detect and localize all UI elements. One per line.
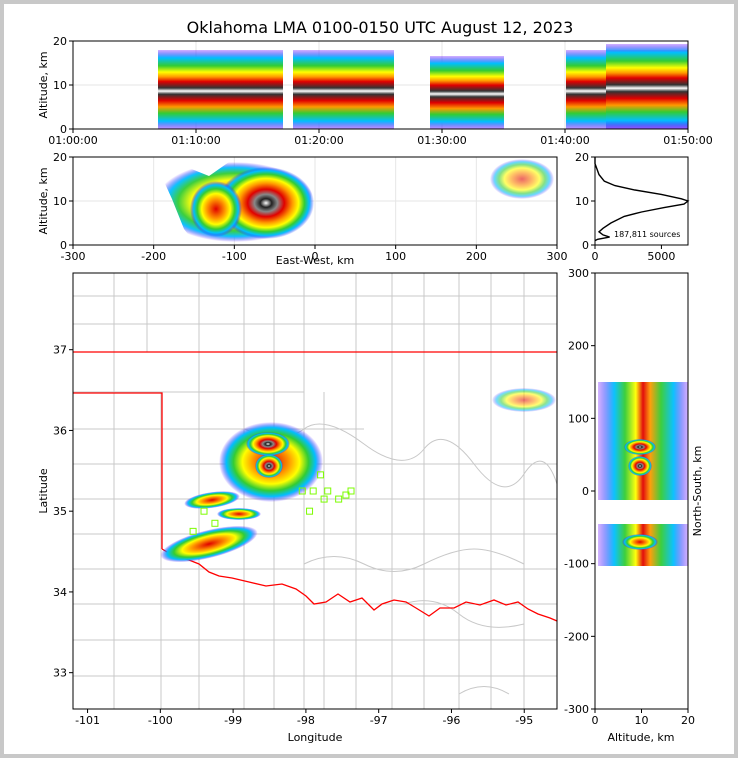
ew-y-tick-label: 20 (53, 151, 67, 164)
map-storm-east (492, 388, 556, 412)
east-west-panel: -300 -200 -100 0 100 200 300 0 10 20 East-West, k… (37, 151, 568, 267)
ns-y-tick-label: -200 (564, 630, 589, 643)
time-activity-2 (293, 50, 394, 129)
histogram-panel: 0 5000 0 10 20 187,811 sources (575, 151, 690, 263)
map-storm-line-2 (217, 508, 261, 520)
ew-x-tick-label: 200 (466, 250, 487, 263)
map-y-tick-label: 36 (53, 424, 67, 437)
ew-y-tick-label: 0 (60, 239, 67, 252)
ns-y-tick-label: 300 (568, 267, 589, 280)
sensor-station (200, 507, 208, 515)
ns-y-tick-label: 0 (582, 485, 589, 498)
ew-x-tick-label: 0 (312, 250, 319, 263)
time-x-tick-label: 01:00:00 (48, 134, 97, 147)
time-ylabel: Altitude, km (37, 51, 50, 118)
ns-core-south (622, 534, 658, 550)
time-activity-1 (158, 50, 283, 129)
ew-x-tick-label: -200 (141, 250, 166, 263)
sensor-station (309, 487, 317, 495)
histogram-line (594, 157, 690, 242)
time-activity-4b (606, 44, 688, 129)
ew-x-tick-label: -300 (61, 250, 86, 263)
red-river-border (161, 548, 557, 622)
ew-xlabel: East-West, km (276, 254, 354, 267)
hist-y-tick-label: 20 (575, 151, 589, 164)
source-count-annotation: 187,811 sources (614, 230, 680, 239)
sensor-station (335, 495, 343, 503)
time-y-tick-label: 20 (53, 35, 67, 48)
ew-y-tick-label: 10 (53, 195, 67, 208)
ew-x-tick-label: 100 (385, 250, 406, 263)
figure-frame: Oklahoma LMA 0100-0150 UTC August 12, 20… (4, 4, 734, 754)
panhandle-border (73, 392, 163, 549)
map-x-tick-label: -96 (442, 714, 460, 727)
map-storm-core-north (246, 432, 290, 456)
time-x-tick-label: 01:50:00 (663, 134, 712, 147)
time-panel: 01:00:00 01:10:00 01:20:00 01:30:00 01:40:00… (37, 35, 713, 147)
sensor-station (342, 491, 350, 499)
map-xlabel: Longitude (288, 731, 343, 744)
ns-core-lower (628, 456, 652, 476)
ns-x-tick-label: 10 (635, 714, 649, 727)
sensor-station (298, 487, 306, 495)
ns-xlabel: Altitude, km (607, 731, 674, 744)
time-x-tick-label: 01:20:00 (294, 134, 343, 147)
map-panel: -101 -100 -99 -98 -97 -96 -95 33 34 35 36 37 Longit… (37, 272, 558, 744)
map-x-tick-label: -99 (224, 714, 242, 727)
chart-title: Oklahoma LMA 0100-0150 UTC August 12, 20… (187, 18, 574, 37)
ew-east-cluster (490, 159, 554, 199)
ns-x-tick-label: 0 (592, 714, 599, 727)
sensor-station-markers (189, 471, 355, 535)
map-x-tick-label: -97 (370, 714, 388, 727)
map-y-tick-label: 37 (53, 344, 67, 357)
map-x-tick-label: -100 (148, 714, 173, 727)
sensor-station (306, 507, 314, 515)
ns-x-tick-label: 20 (681, 714, 695, 727)
time-y-tick-label: 10 (53, 79, 67, 92)
map-x-tick-label: -95 (515, 714, 533, 727)
sensor-station (347, 487, 355, 495)
ns-y-tick-label: -100 (564, 558, 589, 571)
hist-x-tick-label: 0 (592, 250, 599, 263)
ew-x-tick-label: 300 (547, 250, 568, 263)
hist-x-tick-label: 5000 (647, 250, 675, 263)
county-lines (73, 273, 557, 709)
sensor-station (211, 519, 219, 527)
sensor-station (316, 471, 324, 479)
ew-x-tick-label: -100 (222, 250, 247, 263)
ns-y-tick-label: 200 (568, 340, 589, 353)
ew-core (218, 167, 314, 239)
map-x-tick-label: -98 (297, 714, 315, 727)
hist-y-tick-label: 0 (582, 239, 589, 252)
sensor-station (189, 527, 197, 535)
ns-core-upper (624, 439, 656, 455)
sensor-station (320, 495, 328, 503)
ns-y-tick-label: -300 (564, 703, 589, 716)
lma-figure: Oklahoma LMA 0100-0150 UTC August 12, 20… (37, 18, 713, 744)
time-x-tick-label: 01:10:00 (171, 134, 220, 147)
hist-y-tick-label: 10 (575, 195, 589, 208)
map-y-tick-label: 35 (53, 505, 67, 518)
map-ylabel: Latitude (37, 468, 50, 514)
sensor-station (324, 487, 332, 495)
map-storm-line-1 (184, 491, 240, 509)
map-y-tick-label: 34 (53, 586, 67, 599)
time-activity-3 (430, 56, 504, 129)
map-y-tick-label: 33 (53, 667, 67, 680)
north-south-panel: 0 10 20 -300 -200 -100 0 100 200 300 Altitude, km… (564, 267, 704, 744)
time-x-tick-label: 01:30:00 (417, 134, 466, 147)
map-storm-core-south (255, 454, 283, 478)
ns-y-tick-label: 100 (568, 412, 589, 425)
ew-ylabel: Altitude, km (37, 167, 50, 234)
ew-core-secondary (190, 181, 242, 237)
ns-ylabel: North-South, km (691, 446, 704, 537)
time-x-tick-label: 01:40:00 (540, 134, 589, 147)
map-plot-area (72, 272, 558, 710)
map-x-tick-label: -101 (75, 714, 100, 727)
map-storm-southwest (160, 525, 258, 563)
time-y-tick-label: 0 (60, 123, 67, 136)
